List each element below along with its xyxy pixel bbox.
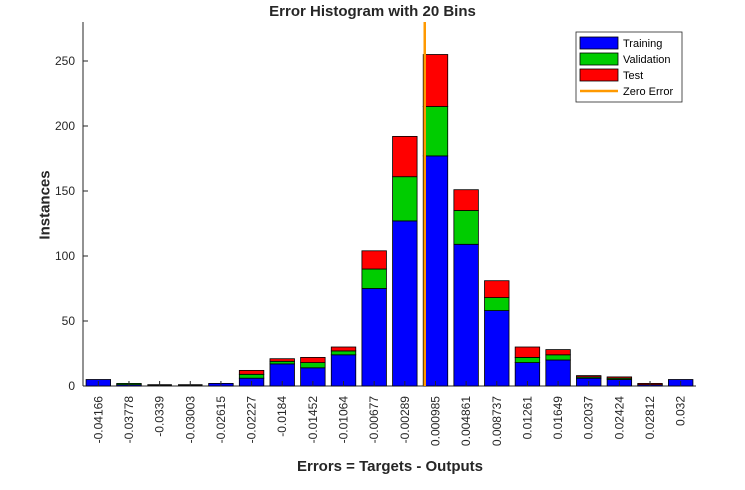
x-tick-label: 0.02812 — [643, 396, 657, 440]
bar-validation-11 — [422, 106, 449, 157]
bar-validation-13 — [484, 297, 510, 312]
legend-label: Training — [623, 38, 662, 50]
bar-training-11 — [422, 155, 449, 387]
bar-test-5 — [238, 369, 265, 375]
x-tick-label: -0.01064 — [337, 396, 351, 444]
y-tick-label: 100 — [55, 249, 75, 263]
y-axis-label: Instances — [36, 170, 54, 240]
bar-test-7 — [300, 356, 326, 363]
y-tick-label: 200 — [55, 119, 75, 133]
bar-validation-12 — [453, 210, 479, 245]
bar-test-6 — [269, 358, 295, 362]
x-tick-label: 0.02424 — [612, 396, 626, 440]
x-tick-label: 0.000985 — [428, 396, 442, 446]
y-tick-label: 50 — [62, 314, 76, 328]
x-tick-label: 0.02037 — [582, 396, 596, 440]
bar-validation-14 — [514, 356, 541, 363]
x-tick-label: -0.02615 — [214, 396, 228, 444]
x-tick-label: -0.03778 — [122, 396, 136, 444]
x-tick-label: 0.032 — [674, 396, 688, 426]
x-tick-label: 0.004861 — [459, 396, 473, 446]
x-tick-label: -0.00289 — [398, 396, 412, 444]
x-tick-label: -0.01452 — [306, 396, 320, 444]
bar-validation-7 — [300, 362, 326, 369]
bar-training-9 — [361, 288, 387, 387]
x-tick-label: 0.008737 — [490, 396, 504, 446]
y-tick-label: 150 — [55, 184, 75, 198]
x-tick-label: -0.03003 — [183, 396, 197, 444]
bar-training-13 — [484, 310, 510, 387]
legend-swatch-test — [579, 68, 619, 82]
bar-test-9 — [361, 250, 387, 270]
y-tick-label: 0 — [68, 379, 75, 393]
bar-test-17 — [606, 376, 633, 379]
x-tick-label: -0.02227 — [245, 396, 259, 444]
y-tick-label: 250 — [55, 54, 75, 68]
x-axis-label: Errors = Targets - Outputs — [296, 458, 483, 475]
x-tick-label: -0.0184 — [275, 396, 289, 437]
bar-test-11 — [422, 54, 449, 107]
legend-label: Test — [623, 70, 643, 82]
legend-swatch-training — [579, 36, 619, 50]
bar-validation-15 — [545, 354, 571, 361]
bar-test-8 — [330, 346, 357, 352]
bar-validation-9 — [361, 268, 387, 289]
bar-test-10 — [392, 135, 418, 178]
legend-label: Validation — [623, 54, 671, 66]
bar-training-8 — [330, 354, 357, 387]
bar-training-10 — [392, 220, 418, 387]
bar-validation-10 — [392, 176, 418, 222]
bar-test-14 — [514, 346, 541, 358]
bar-validation-8 — [330, 350, 357, 356]
x-tick-label: 0.01649 — [551, 396, 565, 440]
legend-label: Zero Error — [623, 86, 673, 98]
x-tick-label: -0.04166 — [91, 396, 105, 444]
bar-test-15 — [545, 349, 571, 356]
chart-title: Error Histogram with 20 Bins — [269, 3, 476, 20]
x-tick-label: -0.00677 — [367, 396, 381, 444]
bar-test-12 — [453, 189, 479, 211]
bar-test-16 — [576, 375, 602, 378]
legend-swatch-validation — [579, 52, 619, 66]
x-tick-label: -0.0339 — [153, 396, 167, 437]
bar-test-13 — [484, 280, 510, 299]
bar-validation-5 — [238, 373, 265, 379]
x-tick-label: 0.01261 — [520, 396, 534, 440]
bar-training-12 — [453, 243, 479, 387]
